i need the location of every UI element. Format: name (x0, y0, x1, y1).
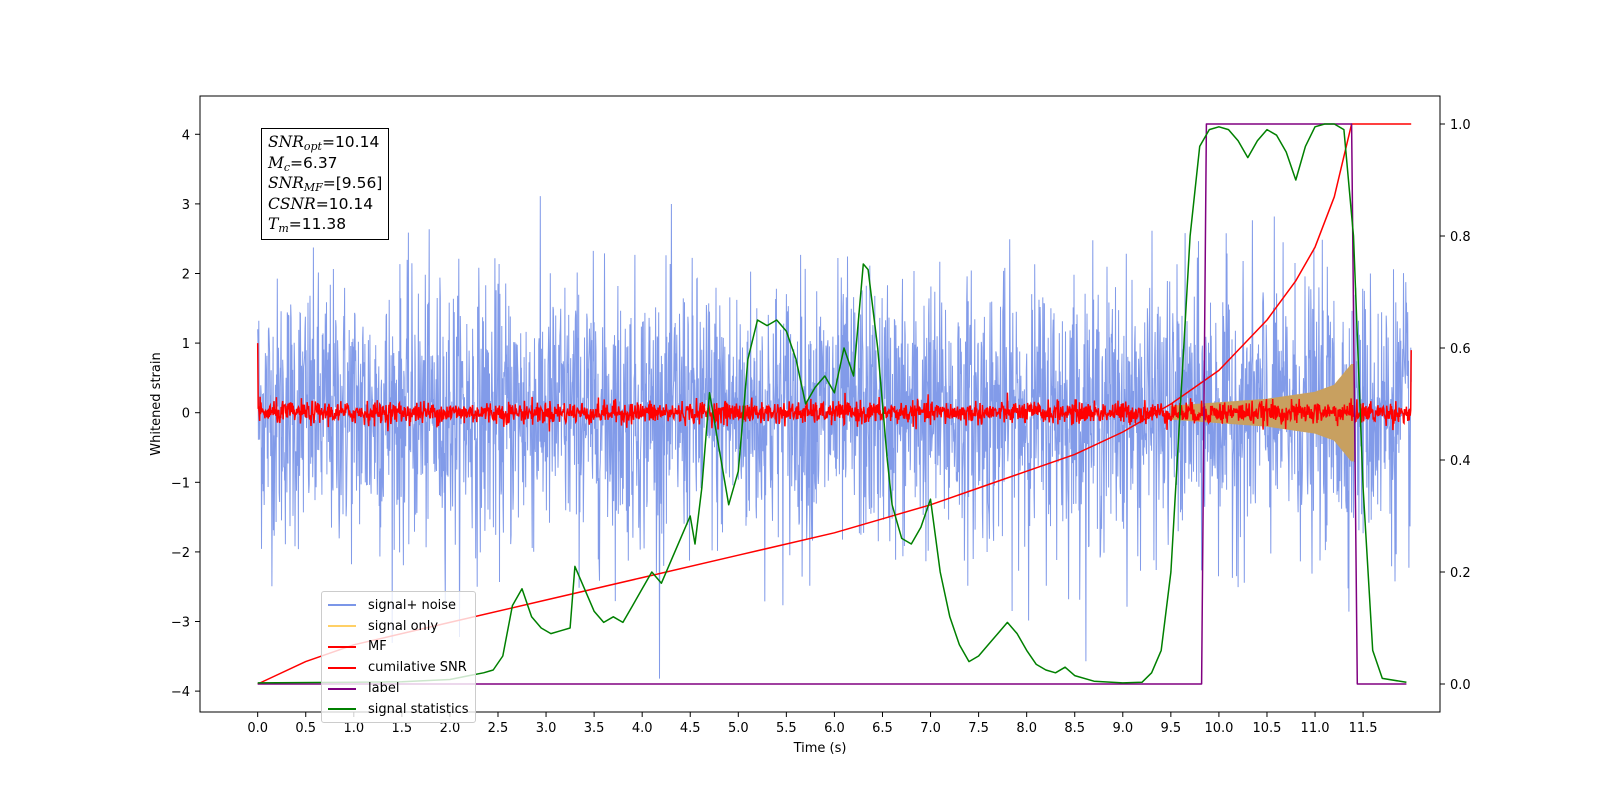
y2-tick-label: 0.4 (1450, 454, 1471, 469)
x-tick-label: 0.0 (247, 721, 268, 736)
x-tick-label: 6.5 (872, 721, 893, 736)
legend-item-signal-only: signal only (328, 616, 469, 637)
x-axis-label: Time (s) (793, 741, 847, 756)
y-tick-label: −2 (171, 546, 190, 561)
legend: signal+ noise signal only MF cumilative … (321, 591, 476, 723)
x-tick-label: 7.0 (920, 721, 941, 736)
plot-frame (199, 95, 1441, 713)
series-signal-only-line (1170, 363, 1354, 462)
x-tick-label: 7.5 (968, 721, 989, 736)
x-tick-label: 4.5 (680, 721, 701, 736)
x-tick-label: 5.5 (776, 721, 797, 736)
legend-swatch (328, 666, 356, 669)
annotation-snr-opt: SNRopt=10.14 (268, 133, 380, 153)
legend-swatch (328, 625, 356, 628)
legend-label: cumilative SNR (368, 660, 467, 676)
x-tick-label: 9.5 (1161, 721, 1182, 736)
x-tick-label: 11.0 (1301, 721, 1330, 736)
series-mf-line (256, 343, 1412, 432)
y2-tick-label: 0.2 (1450, 566, 1471, 581)
annotation-snr-mf: SNRMF=[9.56] (268, 174, 383, 194)
x-tick-label: 1.0 (343, 721, 364, 736)
y-tick-label: −1 (171, 476, 190, 491)
x-tick-label: 6.0 (824, 721, 845, 736)
legend-label: MF (368, 639, 387, 655)
x-tick-label: 0.5 (295, 721, 316, 736)
x-tick-label: 4.0 (632, 721, 653, 736)
legend-item-mf: MF (328, 637, 469, 658)
annotation-tm: Tm=11.38 (268, 215, 347, 235)
series-cumulative-snr-line (257, 123, 1412, 685)
annotation-mc: Mc=6.37 (268, 153, 338, 174)
x-tick-label: 9.0 (1112, 721, 1133, 736)
y-tick-label: 1 (182, 337, 190, 352)
annotation-csnr: CSNR=10.14 (268, 194, 374, 213)
y-tick-label: 4 (182, 128, 190, 143)
legend-item-signal-statistics: signal statistics (328, 699, 469, 720)
x-tick-label: 1.5 (392, 721, 413, 736)
legend-label: label (368, 681, 400, 697)
x-tick-label: 10.5 (1253, 721, 1282, 736)
series-label-line (257, 123, 1407, 685)
x-tick-label: 5.0 (728, 721, 749, 736)
x-tick-label: 3.0 (536, 721, 557, 736)
y-tick-label: 2 (182, 267, 190, 282)
stats-annotation-box: SNRopt=10.14 Mc=6.37 SNRMF=[9.56] CSNR=1… (261, 128, 390, 240)
legend-label: signal+ noise (368, 597, 457, 613)
y-tick-label: −3 (171, 616, 190, 631)
y-tick-label: 0 (182, 407, 190, 422)
legend-swatch (328, 645, 356, 648)
legend-swatch (328, 708, 356, 711)
x-tick-label: 8.0 (1016, 721, 1037, 736)
y2-tick-label: 0.8 (1450, 230, 1471, 245)
y2-tick-label: 1.0 (1450, 118, 1471, 133)
legend-swatch (328, 687, 356, 690)
x-tick-label: 10.0 (1204, 721, 1233, 736)
x-tick-label: 2.5 (488, 721, 509, 736)
x-tick-label: 11.5 (1349, 721, 1378, 736)
x-tick-label: 2.0 (440, 721, 461, 736)
plot-area (256, 123, 1412, 685)
legend-item-cumulative-snr: cumilative SNR (328, 657, 469, 678)
y-tick-label: −4 (171, 685, 190, 700)
axes: 0.0 0.5 1.0 1.5 2.0 2.5 3.0 3.5 4.0 4.5 5.0 5.5 6.0 6… (171, 118, 1471, 736)
x-tick-label: 3.5 (584, 721, 605, 736)
legend-item-signal-noise: signal+ noise (328, 595, 469, 616)
y-axis-label: Whitened strain (149, 352, 164, 455)
legend-item-label: label (328, 678, 469, 699)
series-signal-statistics-line (257, 123, 1407, 684)
x-tick-label: 8.5 (1064, 721, 1085, 736)
y2-tick-label: 0.6 (1450, 342, 1471, 357)
legend-label: signal only (368, 618, 439, 634)
legend-swatch (328, 604, 356, 607)
y-tick-label: 3 (182, 198, 190, 213)
y2-tick-label: 0.0 (1450, 678, 1471, 693)
legend-label: signal statistics (368, 701, 469, 717)
